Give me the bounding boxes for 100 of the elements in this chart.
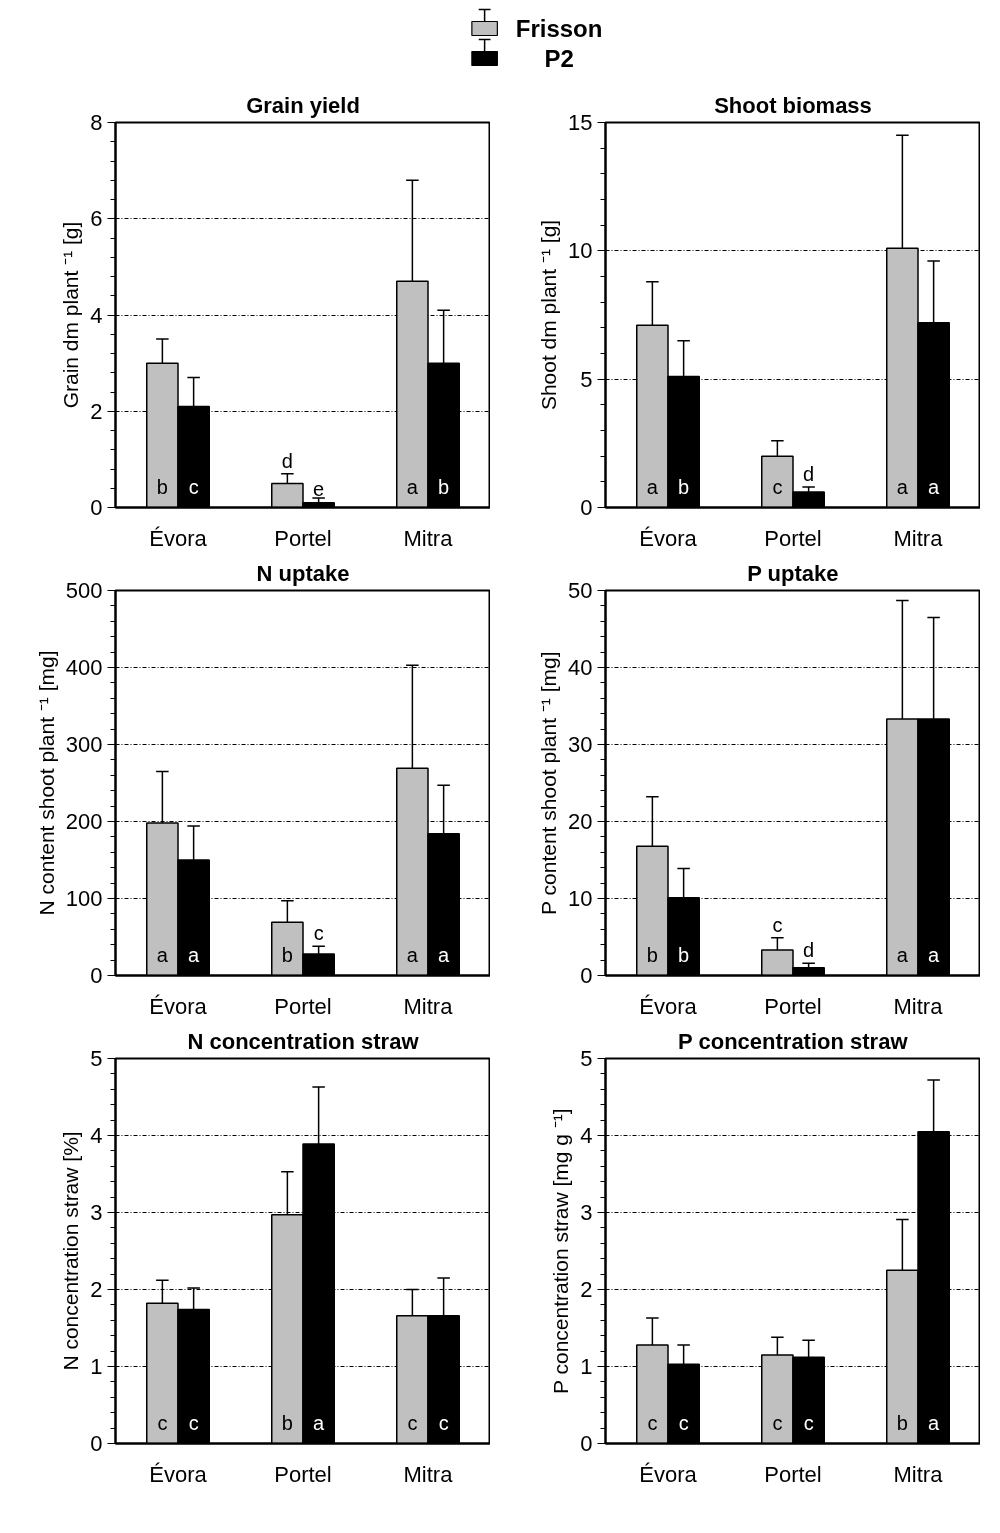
y-tick-label: 0 (580, 495, 593, 520)
data-label: c (803, 1411, 814, 1434)
y-tick-label: 2 (580, 1277, 593, 1302)
y-tick-label: 3 (580, 1200, 593, 1225)
data-label: d (803, 463, 815, 486)
y-tick-label: 200 (65, 809, 103, 834)
x-tick-label: Portel (764, 1461, 822, 1487)
y-tick-label: 0 (580, 1431, 593, 1456)
y-axis-title: Shoot dm plant ⁻¹ [g] (537, 219, 561, 411)
data-label: a (156, 943, 169, 966)
y-tick-label: 2 (90, 1277, 103, 1302)
data-label: c (772, 1411, 783, 1434)
y-tick-label: 10 (568, 886, 593, 911)
y-tick-label: 30 (568, 732, 593, 757)
y-tick-label: 15 (568, 110, 593, 135)
data-label: d (803, 939, 815, 962)
y-tick-label: 0 (580, 963, 593, 988)
y-tick-label: 4 (90, 1123, 103, 1148)
y-tick-label: 4 (90, 302, 103, 328)
y-axis-title: N concentration straw [%] (59, 1131, 83, 1371)
y-axis-title: Grain dm plant ⁻¹ [g] (59, 221, 83, 409)
y-tick-label: 5 (90, 1046, 103, 1071)
y-tick-label: 300 (65, 732, 103, 757)
data-label: c (157, 1411, 168, 1434)
chart-title: N uptake (256, 560, 350, 586)
x-tick-label: Mitra (893, 993, 944, 1019)
y-axis-title: N content shoot plant ⁻¹ [mg] (34, 650, 58, 916)
y-tick-label: 3 (90, 1200, 103, 1225)
chart-title: Grain yield (246, 92, 360, 118)
y-tick-label: 20 (568, 809, 593, 834)
data-label: a (928, 475, 941, 498)
x-tick-label: Portel (274, 525, 332, 551)
x-tick-label: Évora (149, 525, 208, 551)
data-label: a (313, 1411, 326, 1434)
data-label: b (678, 475, 690, 498)
x-tick-label: Portel (274, 993, 332, 1019)
y-tick-label: 50 (568, 578, 593, 603)
y-tick-label: 0 (90, 495, 103, 520)
y-tick-label: 400 (65, 655, 103, 680)
chart-title: N concentration straw (187, 1028, 420, 1054)
data-label: b (896, 1411, 908, 1434)
data-label: b (156, 475, 168, 498)
data-label: b (281, 943, 293, 966)
data-label: b (646, 943, 658, 966)
data-label: a (928, 1411, 941, 1434)
data-label: a (896, 943, 909, 966)
y-tick-label: 1 (90, 1354, 103, 1379)
chart-title: P concentration straw (678, 1028, 909, 1054)
x-tick-label: Mitra (403, 993, 454, 1019)
data-label: a (188, 943, 201, 966)
y-tick-label: 1 (580, 1354, 593, 1379)
data-label: c (772, 913, 783, 936)
x-tick-label: Évora (639, 993, 698, 1019)
data-label: c (772, 475, 783, 498)
x-tick-label: Évora (639, 1461, 698, 1487)
data-label: c (678, 1411, 689, 1434)
x-tick-label: Portel (764, 993, 822, 1019)
y-tick-label: 0 (90, 1431, 103, 1456)
chart-title: P uptake (747, 560, 839, 586)
y-axis-title: P content shoot plant ⁻¹ [mg] (537, 651, 561, 915)
data-label: a (406, 475, 419, 498)
y-tick-label: 40 (568, 655, 593, 680)
data-label: a (646, 475, 659, 498)
y-tick-label: 100 (65, 886, 103, 911)
x-tick-label: Évora (149, 993, 208, 1019)
x-tick-label: Mitra (893, 1461, 944, 1487)
x-tick-label: Portel (274, 1461, 332, 1487)
y-tick-label: 5 (580, 1046, 593, 1071)
data-label: a (896, 475, 909, 498)
data-label: c (188, 475, 199, 498)
data-label: c (407, 1411, 418, 1434)
data-label: a (438, 943, 451, 966)
y-tick-label: 5 (580, 366, 593, 392)
x-tick-label: Portel (764, 525, 822, 551)
data-label: a (406, 943, 419, 966)
y-tick-label: 6 (90, 206, 103, 232)
data-label: c (188, 1411, 199, 1434)
x-tick-label: Mitra (403, 525, 454, 551)
data-label: b (438, 475, 450, 498)
data-label: e (313, 477, 325, 500)
chart-title: Shoot biomass (714, 92, 872, 118)
data-label: b (281, 1411, 293, 1434)
y-tick-label: 500 (65, 578, 103, 603)
data-label: d (281, 449, 293, 472)
data-label: c (313, 922, 324, 945)
data-label: c (647, 1411, 658, 1434)
x-tick-label: Évora (149, 1461, 208, 1487)
x-tick-label: Mitra (403, 1461, 454, 1487)
data-label: b (678, 943, 690, 966)
legend-label: Frisson (515, 15, 603, 42)
y-axis-title: P concentration straw [mg g ⁻¹] (549, 1108, 573, 1394)
x-tick-label: Mitra (893, 525, 944, 551)
data-label: c (438, 1411, 449, 1434)
y-tick-label: 0 (90, 963, 103, 988)
y-tick-label: 8 (90, 110, 103, 135)
x-tick-label: Évora (639, 525, 698, 551)
legend-label: P2 (544, 45, 574, 72)
y-tick-label: 4 (580, 1123, 593, 1148)
y-tick-label: 10 (568, 238, 593, 264)
data-label: a (928, 943, 941, 966)
